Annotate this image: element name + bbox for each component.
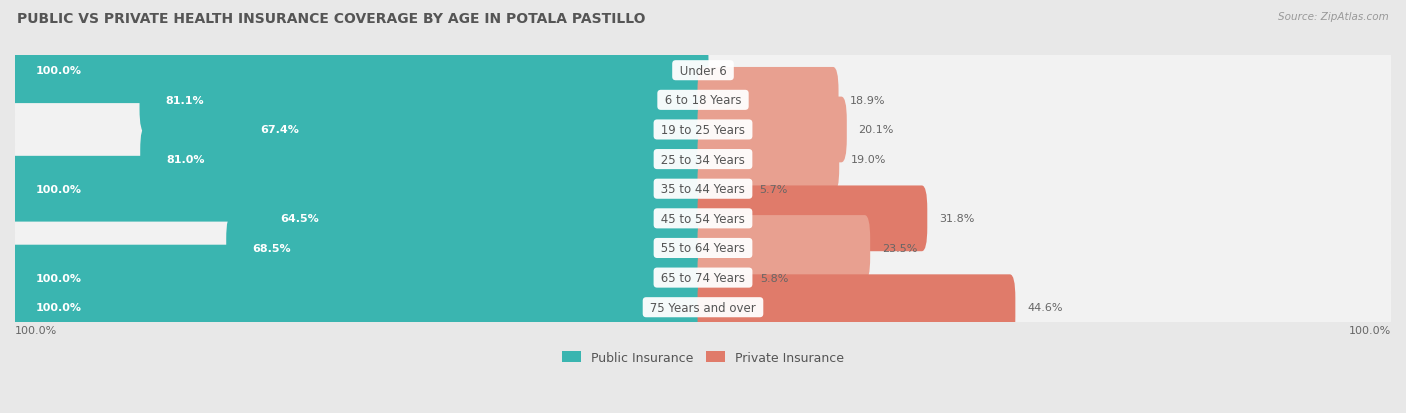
Text: PUBLIC VS PRIVATE HEALTH INSURANCE COVERAGE BY AGE IN POTALA PASTILLO: PUBLIC VS PRIVATE HEALTH INSURANCE COVER… [17, 12, 645, 26]
FancyBboxPatch shape [15, 191, 1391, 247]
Text: 5.8%: 5.8% [761, 273, 789, 283]
Text: 100.0%: 100.0% [1348, 325, 1391, 335]
Text: 68.5%: 68.5% [252, 243, 291, 253]
Text: 18.9%: 18.9% [851, 95, 886, 106]
FancyBboxPatch shape [15, 132, 1391, 188]
Text: 100.0%: 100.0% [15, 325, 58, 335]
FancyBboxPatch shape [253, 186, 709, 252]
FancyBboxPatch shape [15, 73, 1391, 128]
Text: 55 to 64 Years: 55 to 64 Years [657, 242, 749, 255]
Text: 23.5%: 23.5% [882, 243, 917, 253]
Text: 75 Years and over: 75 Years and over [647, 301, 759, 314]
FancyBboxPatch shape [697, 245, 748, 311]
FancyBboxPatch shape [10, 38, 709, 104]
Text: 35 to 44 Years: 35 to 44 Years [657, 183, 749, 196]
Text: Under 6: Under 6 [676, 64, 730, 78]
FancyBboxPatch shape [15, 250, 1391, 306]
Text: 81.0%: 81.0% [166, 155, 205, 165]
FancyBboxPatch shape [697, 97, 846, 163]
FancyBboxPatch shape [15, 221, 1391, 276]
Legend: Public Insurance, Private Insurance: Public Insurance, Private Insurance [562, 351, 844, 364]
Text: 45 to 54 Years: 45 to 54 Years [657, 212, 749, 225]
Text: 81.1%: 81.1% [166, 95, 204, 106]
FancyBboxPatch shape [15, 280, 1391, 335]
FancyBboxPatch shape [10, 157, 709, 222]
Text: 19 to 25 Years: 19 to 25 Years [657, 123, 749, 137]
FancyBboxPatch shape [139, 68, 709, 133]
FancyBboxPatch shape [10, 275, 709, 340]
FancyBboxPatch shape [226, 216, 709, 281]
Text: 100.0%: 100.0% [35, 66, 82, 76]
FancyBboxPatch shape [15, 43, 1391, 99]
FancyBboxPatch shape [10, 245, 709, 311]
FancyBboxPatch shape [233, 97, 709, 163]
Text: 6 to 18 Years: 6 to 18 Years [661, 94, 745, 107]
FancyBboxPatch shape [697, 186, 928, 252]
Text: Source: ZipAtlas.com: Source: ZipAtlas.com [1278, 12, 1389, 22]
FancyBboxPatch shape [141, 127, 709, 192]
FancyBboxPatch shape [697, 216, 870, 281]
Text: 19.0%: 19.0% [851, 155, 886, 165]
FancyBboxPatch shape [15, 102, 1391, 158]
Text: 65 to 74 Years: 65 to 74 Years [657, 271, 749, 285]
Text: 25 to 34 Years: 25 to 34 Years [657, 153, 749, 166]
FancyBboxPatch shape [697, 127, 839, 192]
FancyBboxPatch shape [697, 68, 838, 133]
Text: 5.7%: 5.7% [759, 184, 787, 194]
Text: 100.0%: 100.0% [35, 273, 82, 283]
FancyBboxPatch shape [15, 161, 1391, 217]
FancyBboxPatch shape [697, 157, 748, 222]
Text: 20.1%: 20.1% [859, 125, 894, 135]
Text: 44.6%: 44.6% [1026, 302, 1063, 313]
Text: 100.0%: 100.0% [35, 184, 82, 194]
FancyBboxPatch shape [697, 275, 1015, 340]
Text: 100.0%: 100.0% [35, 302, 82, 313]
Text: 67.4%: 67.4% [260, 125, 299, 135]
Text: 31.8%: 31.8% [939, 214, 974, 224]
Text: 64.5%: 64.5% [280, 214, 319, 224]
